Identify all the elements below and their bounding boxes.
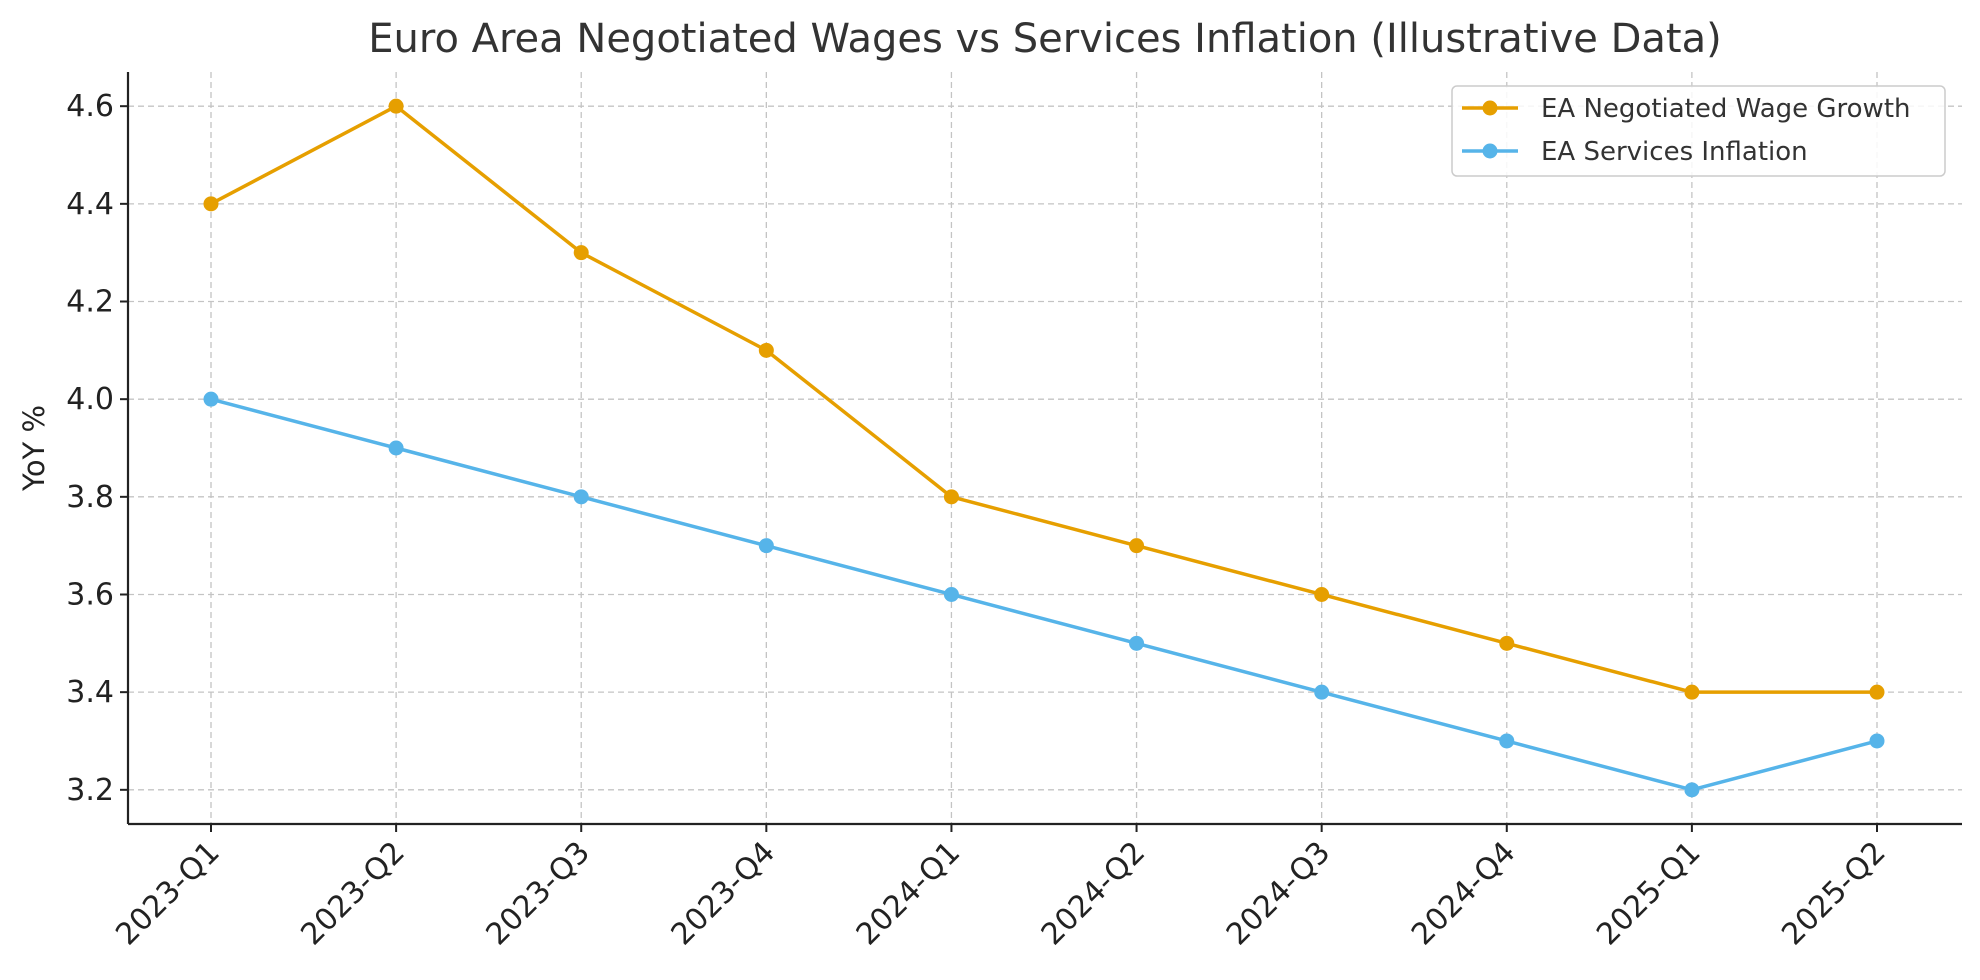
x-tick-label: 2023-Q1	[109, 835, 226, 952]
legend: EA Negotiated Wage Growth EA Services Inf…	[1451, 85, 1946, 177]
axes	[126, 72, 1962, 826]
data-point	[943, 586, 959, 602]
data-point	[1869, 733, 1885, 749]
y-tick-label: 4.6	[66, 89, 114, 124]
data-point	[1684, 684, 1700, 700]
legend-swatch-marker	[1482, 143, 1498, 159]
y-tick-label: 3.4	[66, 675, 114, 710]
y-axis-ticks: 3.2 3.4 3.6 3.8 4.0 4.2 4.4 4.6	[66, 89, 128, 808]
series-line	[210, 104, 1877, 694]
series-line	[210, 397, 1878, 792]
data-point	[1129, 635, 1145, 651]
data-point	[1129, 538, 1145, 554]
x-tick-label: 2025-Q2	[1775, 835, 1892, 952]
y-tick-label: 3.2	[66, 773, 114, 808]
x-axis-ticks: 2023-Q1 2023-Q2 2023-Q3 2023-Q4 2024-Q1 2024-…	[109, 824, 1893, 952]
legend-swatch-marker	[1482, 100, 1498, 116]
data-point	[203, 196, 219, 212]
data-point	[1314, 586, 1330, 602]
y-tick-label: 3.6	[66, 577, 114, 612]
data-point	[573, 245, 589, 261]
data-point	[758, 342, 774, 358]
grid	[128, 72, 1962, 824]
series-1	[203, 98, 1885, 700]
y-tick-label: 4.4	[66, 187, 114, 222]
data-point	[1314, 684, 1330, 700]
legend-label: EA Services Inflation	[1541, 137, 1808, 167]
x-tick-label: 2025-Q1	[1590, 835, 1707, 952]
data-point	[388, 98, 404, 114]
x-tick-label: 2024-Q4	[1405, 835, 1522, 952]
series-lines	[203, 98, 1885, 798]
data-point	[1869, 684, 1885, 700]
data-point	[1499, 733, 1515, 749]
data-point	[388, 440, 404, 456]
data-point	[943, 489, 959, 505]
x-tick-label: 2024-Q2	[1035, 835, 1152, 952]
legend-label: EA Negotiated Wage Growth	[1541, 94, 1911, 124]
chart-title: Euro Area Negotiated Wages vs Services I…	[368, 16, 1721, 62]
y-axis-label: YoY %	[17, 405, 51, 492]
series-2	[203, 391, 1885, 798]
legend-box	[1451, 85, 1946, 177]
data-point	[573, 489, 589, 505]
y-tick-label: 4.2	[66, 285, 114, 320]
data-point	[1684, 782, 1700, 798]
x-tick-label: 2024-Q1	[850, 835, 967, 952]
x-tick-label: 2023-Q4	[665, 835, 782, 952]
y-tick-label: 3.8	[66, 480, 114, 515]
x-tick-label: 2023-Q2	[294, 835, 411, 952]
data-point	[1499, 635, 1515, 651]
x-tick-label: 2024-Q3	[1220, 835, 1337, 952]
x-tick-label: 2023-Q3	[480, 835, 597, 952]
data-point	[758, 538, 774, 554]
y-tick-label: 4.0	[66, 382, 114, 417]
data-point	[203, 391, 219, 407]
